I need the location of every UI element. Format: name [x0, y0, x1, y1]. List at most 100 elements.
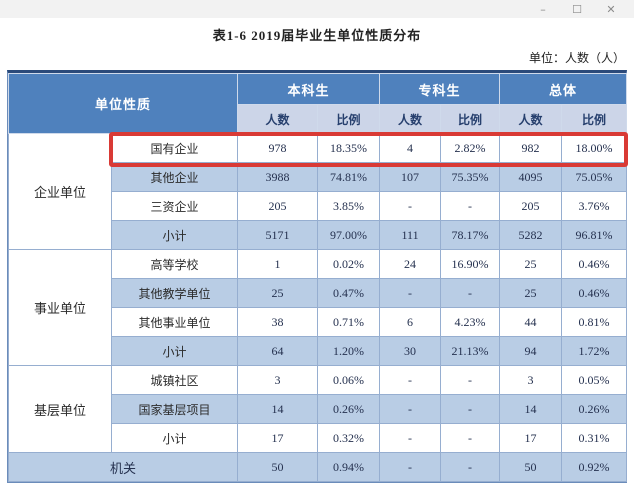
header-group-college: 专科生	[379, 73, 501, 105]
table-row: 事业单位 高等学校 1 0.02% 24 16.90% 25 0.46%	[8, 249, 628, 366]
table-row: 其他企业 3988 74.81% 107 75.35% 4095 75.05%	[9, 162, 628, 192]
value-cell: -	[440, 452, 501, 482]
value-cell: 0.92%	[561, 452, 628, 482]
table-row: 基层单位 城镇社区 3 0.06% - -3 0.05%	[8, 365, 628, 453]
value-cell: -	[379, 365, 442, 395]
table-row: 小计 64 1.20% 30 21.13% 94 1.72%	[9, 336, 628, 366]
value-cell: 24	[379, 249, 442, 279]
value-cell: 64	[237, 336, 319, 366]
row-name-cell: 国有企业	[110, 133, 239, 163]
value-cell: 1.20%	[317, 336, 381, 366]
category-cell: 机关	[7, 452, 239, 482]
table-row: 机关 50 0.94% - -50 0.92%	[7, 452, 628, 482]
value-cell: 30	[379, 336, 442, 366]
value-cell: -	[379, 452, 442, 482]
distribution-table: 单位性质 本科生 专科生 总体 人数 比例 人数 比例 人数 比例 企业单位 国有…	[7, 73, 628, 482]
value-cell: 78.17%	[440, 220, 501, 250]
value-cell: 75.05%	[561, 162, 628, 192]
value-cell: 25	[499, 278, 563, 308]
value-cell: -	[440, 394, 501, 424]
value-cell: 2.82%	[440, 133, 501, 163]
value-cell: 0.46%	[561, 249, 628, 279]
header-group-total: 总体	[499, 73, 628, 105]
value-cell: 205	[237, 191, 319, 221]
value-cell: 3.76%	[561, 191, 628, 221]
value-cell: 94	[499, 336, 563, 366]
value-cell: 5282	[499, 220, 563, 250]
header-ratio-3: 比例	[561, 104, 628, 134]
value-cell: 3.85%	[317, 191, 381, 221]
value-cell: 6	[379, 307, 442, 337]
header-count-3: 人数	[499, 104, 563, 134]
value-cell: -	[379, 278, 442, 308]
value-cell: 50	[499, 452, 563, 482]
value-cell: 0.06%	[317, 365, 381, 395]
value-cell: 0.71%	[317, 307, 381, 337]
category-cell: 事业单位	[8, 249, 112, 366]
header-category: 单位性质	[7, 73, 239, 134]
value-cell: 0.31%	[561, 423, 628, 453]
value-cell: 982	[499, 133, 563, 163]
value-cell: 0.94%	[317, 452, 381, 482]
row-name-cell: 小计	[110, 220, 239, 250]
table-title: 表1-6 2019届毕业生单位性质分布	[212, 28, 422, 43]
header-group-row: 单位性质 本科生 专科生 总体	[7, 73, 628, 134]
window-titlebar: – ☐ ✕	[0, 0, 634, 18]
header-count-1: 人数	[237, 104, 319, 134]
value-cell: 0.46%	[561, 278, 628, 308]
value-cell: 1.72%	[561, 336, 628, 366]
header-count-2: 人数	[379, 104, 442, 134]
value-cell: 18.00%	[561, 133, 628, 163]
maximize-icon[interactable]: ☐	[572, 2, 582, 16]
value-cell: 50	[237, 452, 319, 482]
value-cell: 75.35%	[440, 162, 501, 192]
value-cell: -	[379, 191, 442, 221]
value-cell: -	[440, 278, 501, 308]
row-name-cell: 三资企业	[110, 191, 239, 221]
value-cell: 3	[499, 365, 563, 395]
value-cell: 4	[379, 133, 442, 163]
unit-label: 单位：人数（人）	[528, 51, 625, 65]
row-name-cell: 国家基层项目	[110, 394, 239, 424]
value-cell: 0.02%	[317, 249, 381, 279]
value-cell: 74.81%	[317, 162, 381, 192]
row-name-cell: 其他教学单位	[110, 278, 239, 308]
header-ratio-2: 比例	[440, 104, 501, 134]
minimize-icon[interactable]: –	[540, 2, 546, 16]
category-cell: 基层单位	[8, 365, 112, 453]
row-name-cell: 城镇社区	[110, 365, 239, 395]
header-group-undergrad: 本科生	[237, 73, 381, 105]
table-row: 企业单位 国有企业 978 18.35% 4 2.82% 982 18.00%	[8, 133, 628, 250]
table-row: 国家基层项目 14 0.26% - -14 0.26%	[9, 394, 628, 424]
value-cell: 0.47%	[317, 278, 381, 308]
table-row: 小计 5171 97.00% 111 78.17% 5282 96.81%	[9, 220, 628, 250]
table-row: 三资企业 205 3.85% - -205 3.76%	[9, 191, 628, 221]
row-name-cell: 其他企业	[110, 162, 239, 192]
value-cell: 4095	[499, 162, 563, 192]
value-cell: 0.81%	[561, 307, 628, 337]
value-cell: 17	[237, 423, 319, 453]
value-cell: 21.13%	[440, 336, 501, 366]
header-ratio-1: 比例	[317, 104, 381, 134]
close-icon[interactable]: ✕	[606, 2, 616, 16]
value-cell: -	[440, 191, 501, 221]
value-cell: 1	[237, 249, 319, 279]
value-cell: 3988	[237, 162, 319, 192]
value-cell: 111	[379, 220, 442, 250]
value-cell: 14	[237, 394, 319, 424]
value-cell: 38	[237, 307, 319, 337]
value-cell: 44	[499, 307, 563, 337]
row-name-cell: 其他事业单位	[110, 307, 239, 337]
row-name-cell: 小计	[110, 423, 239, 453]
value-cell: 5171	[237, 220, 319, 250]
value-cell: 25	[499, 249, 563, 279]
distribution-table-wrap: 单位性质 本科生 专科生 总体 人数 比例 人数 比例 人数 比例 企业单位 国有…	[7, 70, 628, 483]
row-name-cell: 小计	[110, 336, 239, 366]
value-cell: 0.26%	[317, 394, 381, 424]
header-sub-row: 人数 比例 人数 比例 人数 比例	[9, 104, 628, 134]
value-cell: -	[440, 423, 501, 453]
category-cell: 企业单位	[8, 133, 112, 250]
value-cell: 0.26%	[561, 394, 628, 424]
value-cell: 0.05%	[561, 365, 628, 395]
